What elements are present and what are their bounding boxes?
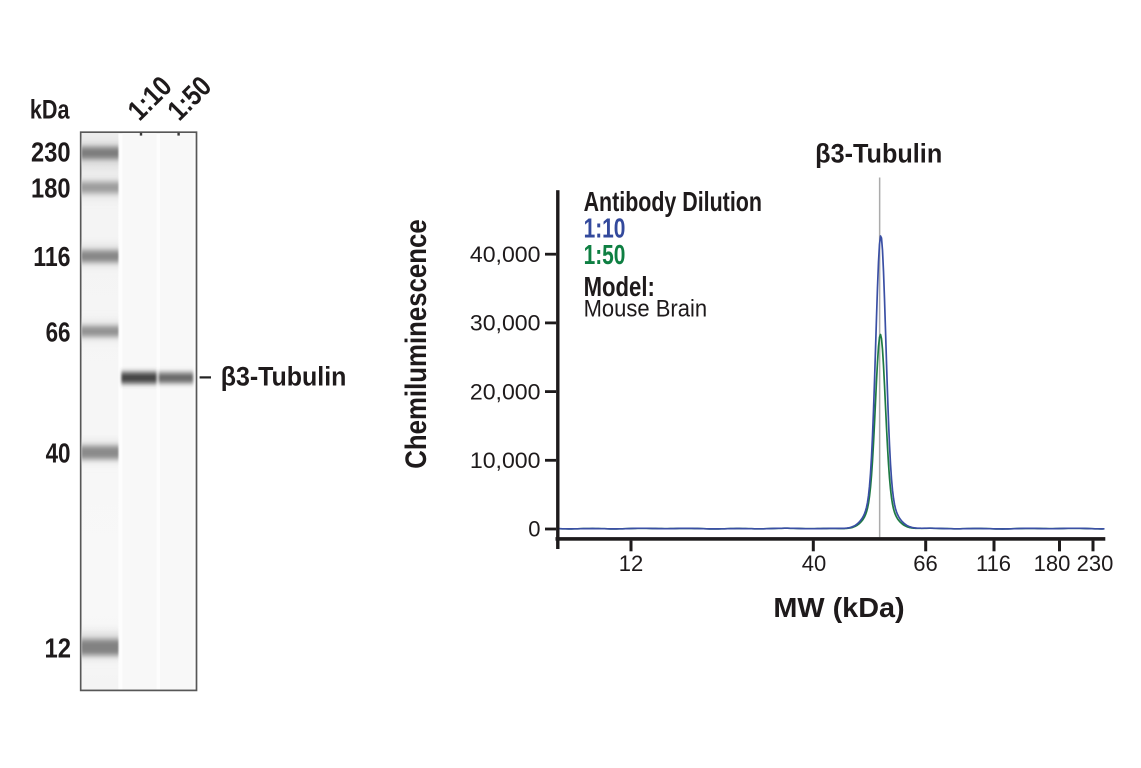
svg-text:kDa: kDa [30, 95, 70, 125]
svg-text:β3-Tubulin: β3-Tubulin [815, 138, 942, 169]
svg-text:40,000: 40,000 [470, 242, 541, 266]
svg-text:40: 40 [802, 551, 826, 576]
svg-text:116: 116 [33, 242, 70, 273]
svg-text:β3-Tubulin: β3-Tubulin [221, 360, 347, 391]
svg-text:40: 40 [46, 438, 71, 469]
svg-text:MW (kDa): MW (kDa) [773, 592, 904, 624]
svg-text:Model:: Model: [584, 272, 655, 303]
svg-text:Mouse Brain: Mouse Brain [584, 295, 708, 322]
svg-text:Chemiluminescence: Chemiluminescence [399, 219, 432, 468]
svg-text:10,000: 10,000 [470, 448, 541, 472]
svg-text:12: 12 [45, 631, 71, 663]
svg-text:1:50: 1:50 [584, 240, 626, 271]
svg-text:180: 180 [31, 174, 70, 204]
svg-text:20,000: 20,000 [470, 380, 541, 404]
svg-text:66: 66 [913, 551, 937, 576]
svg-text:1:10: 1:10 [584, 213, 626, 244]
svg-text:230: 230 [31, 138, 70, 168]
svg-text:30,000: 30,000 [470, 311, 541, 335]
svg-text:116: 116 [976, 551, 1011, 576]
svg-text:12: 12 [619, 551, 643, 576]
svg-text:180: 180 [1034, 551, 1071, 576]
svg-text:0: 0 [528, 517, 540, 542]
svg-text:66: 66 [46, 317, 71, 348]
svg-text:Antibody Dilution: Antibody Dilution [584, 186, 762, 217]
svg-text:230: 230 [1077, 551, 1114, 576]
